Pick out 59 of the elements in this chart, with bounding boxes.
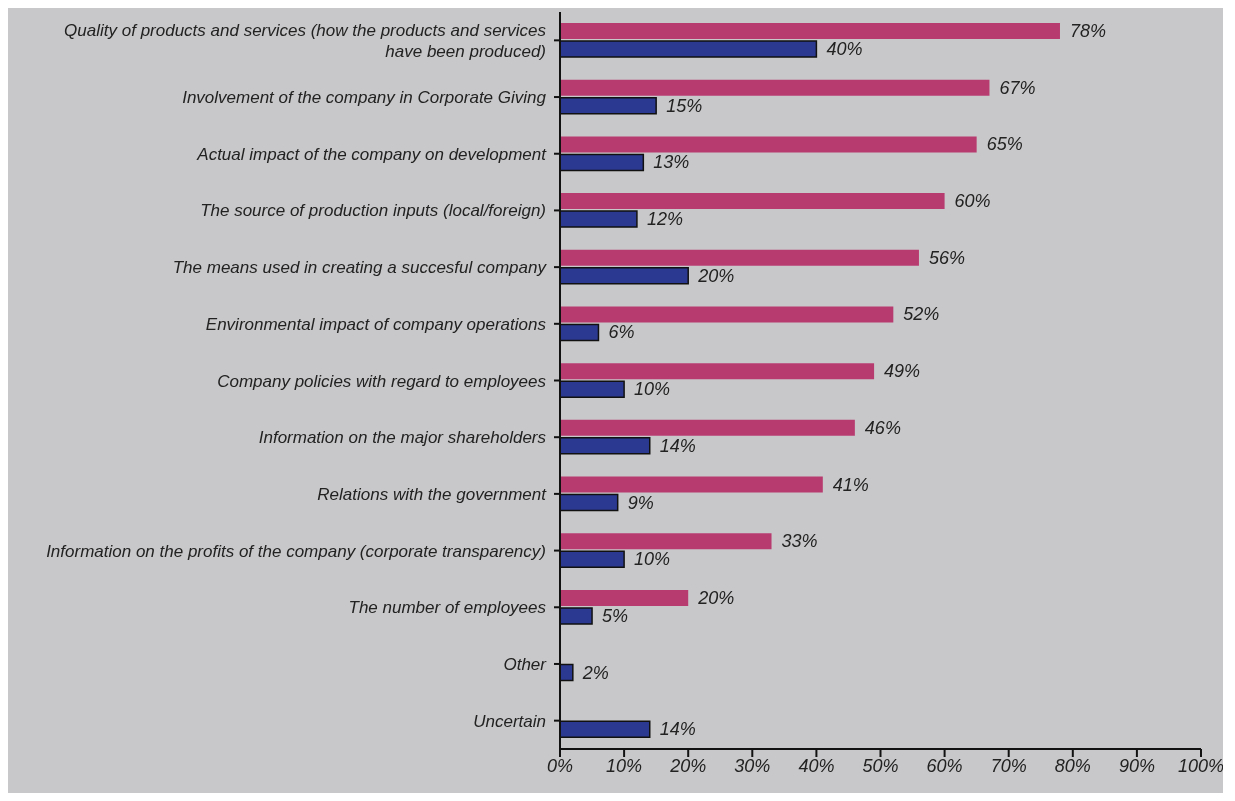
data-label: 14%	[659, 435, 696, 456]
x-tick-label: 40%	[798, 755, 835, 776]
y-tick-label: Information on the major shareholders	[258, 427, 547, 447]
data-label: 9%	[627, 492, 654, 513]
x-tick-label: 0%	[546, 755, 574, 776]
y-tick-label: Involvement of the company in Corporate Giving	[182, 87, 547, 107]
y-tick-label: Information on the profits of the company (corporate transparency)	[46, 541, 546, 561]
data-label: 2%	[581, 662, 609, 683]
data-label: 78%	[1069, 21, 1107, 41]
data-label: 56%	[928, 247, 965, 268]
data-label: 52%	[903, 304, 940, 325]
y-tick-label: The means used in creating a succesful company	[172, 257, 548, 277]
bar	[560, 533, 772, 550]
bar	[560, 363, 875, 380]
data-label: 20%	[697, 587, 735, 608]
bar	[560, 589, 689, 606]
y-tick-label: The source of production inputs (local/foreign)	[200, 200, 546, 220]
data-label: 10%	[634, 379, 671, 400]
bar	[560, 23, 1060, 39]
bar	[560, 136, 977, 153]
data-label: 41%	[832, 474, 869, 495]
y-tick-label: Uncertain	[473, 711, 546, 731]
x-tick-label: 90%	[1118, 755, 1155, 776]
bar	[560, 306, 894, 323]
data-label: 67%	[999, 77, 1036, 98]
y-tick-label: The number of employees	[348, 597, 547, 617]
x-tick-label: 20%	[669, 755, 707, 776]
y-tick-label: Environmental impact of company operations	[205, 314, 547, 334]
data-label: 65%	[986, 134, 1023, 155]
data-label: 15%	[666, 95, 703, 116]
data-label: 12%	[646, 209, 683, 230]
y-tick-label: Other	[503, 654, 548, 674]
data-label: 20%	[697, 265, 735, 286]
data-label: 46%	[864, 417, 901, 438]
bar	[560, 476, 823, 493]
y-tick-label: Quality of products and services (how the products and services have been produced)	[64, 20, 547, 61]
data-label: 33%	[781, 531, 818, 552]
data-label: 13%	[653, 152, 690, 173]
data-label: 14%	[659, 719, 696, 740]
data-label: 49%	[884, 361, 921, 382]
y-tick-label: Company policies with regard to employees	[217, 371, 547, 390]
x-tick-label: 60%	[926, 755, 963, 776]
x-tick-label: 80%	[1054, 755, 1091, 776]
y-tick-label: Relations with the government	[317, 484, 548, 504]
x-tick-label: 50%	[862, 755, 899, 776]
bar	[560, 79, 990, 96]
x-tick-label: 100%	[1177, 755, 1225, 776]
bar	[560, 249, 919, 266]
x-tick-label: 10%	[606, 755, 643, 776]
bar	[560, 419, 855, 436]
x-tick-label: 70%	[990, 755, 1027, 776]
x-tick-label: 30%	[734, 755, 771, 776]
data-label: 5%	[602, 605, 629, 626]
data-label: 60%	[954, 191, 991, 212]
y-tick-label: Actual impact of the company on development	[196, 144, 548, 164]
data-label: 6%	[608, 322, 635, 343]
bar	[560, 193, 945, 210]
data-label: 10%	[634, 549, 671, 570]
data-label: 40%	[826, 39, 863, 59]
